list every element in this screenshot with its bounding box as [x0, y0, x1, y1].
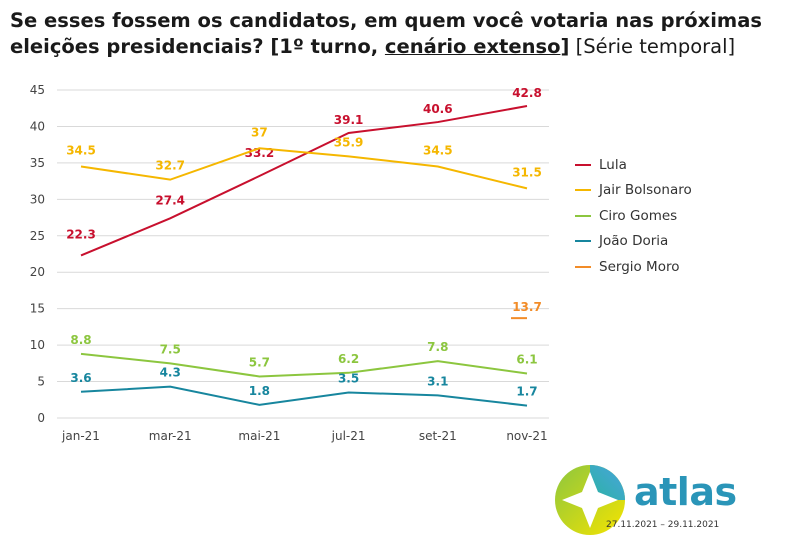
- data-label: 34.5: [66, 144, 96, 158]
- y-tick-label: 45: [30, 83, 45, 97]
- data-label: 7.5: [160, 342, 181, 356]
- chart-title: Se esses fossem os candidatos, em quem v…: [10, 8, 790, 60]
- data-label: 27.4: [155, 193, 185, 207]
- legend-label: Lula: [599, 156, 627, 173]
- data-label: 7.8: [427, 340, 448, 354]
- legend-item: João Doria: [575, 229, 692, 255]
- x-tick-label: set-21: [419, 429, 457, 443]
- y-tick-label: 5: [37, 375, 45, 389]
- title-part-4: [Série temporal]: [569, 35, 736, 58]
- data-label: 4.3: [160, 366, 181, 380]
- title-part-1: Se esses fossem os candidatos, em quem v…: [10, 9, 762, 58]
- y-tick-label: 0: [37, 411, 45, 425]
- data-label: 31.5: [512, 165, 542, 179]
- data-label: 35.9: [334, 135, 364, 149]
- title-part-2: cenário extenso: [384, 35, 561, 58]
- title-part-3: ]: [560, 35, 570, 58]
- legend-item: Jair Bolsonaro: [575, 178, 692, 204]
- legend-swatch: [575, 214, 591, 217]
- data-label: 1.7: [516, 385, 537, 399]
- y-tick-label: 40: [30, 119, 45, 133]
- data-label: 13.7: [512, 300, 542, 314]
- y-tick-label: 25: [30, 229, 45, 243]
- data-label: 1.8: [249, 384, 270, 398]
- legend-swatch: [575, 265, 591, 268]
- legend-swatch: [575, 240, 591, 243]
- legend-label: João Doria: [599, 233, 669, 250]
- data-label: 5.7: [249, 355, 270, 369]
- legend-swatch: [575, 189, 591, 192]
- legend-item: Lula: [575, 152, 692, 178]
- data-label: 34.5: [423, 144, 453, 158]
- chart-legend: Lula Jair Bolsonaro Ciro Gomes João Doria Se…: [575, 152, 692, 280]
- data-label: 37: [251, 125, 268, 139]
- y-tick-label: 20: [30, 265, 45, 279]
- legend-item: Sergio Moro: [575, 254, 692, 280]
- x-tick-label: mar-21: [149, 429, 192, 443]
- atlas-logo-text: atlas: [634, 470, 737, 514]
- data-label: 42.8: [512, 86, 542, 100]
- series-line: [80, 105, 528, 257]
- date-range: 27.11.2021 – 29.11.2021: [606, 520, 720, 530]
- x-tick-label: mai-21: [238, 429, 280, 443]
- legend-label: Sergio Moro: [599, 258, 680, 275]
- y-tick-label: 10: [30, 338, 45, 352]
- data-label: 6.2: [338, 352, 359, 366]
- legend-swatch: [575, 163, 591, 166]
- series-line: [80, 147, 528, 190]
- series-line: [80, 352, 528, 378]
- data-label: 6.1: [516, 353, 537, 367]
- x-tick-label: jan-21: [61, 429, 100, 443]
- data-label: 8.8: [70, 333, 91, 347]
- y-tick-label: 30: [30, 192, 45, 206]
- legend-item: Ciro Gomes: [575, 203, 692, 229]
- x-tick-label: nov-21: [506, 429, 547, 443]
- series-line: [80, 385, 528, 407]
- data-label: 32.7: [155, 159, 185, 173]
- data-label: 40.6: [423, 102, 453, 116]
- legend-label: Jair Bolsonaro: [599, 182, 692, 199]
- data-label: 3.6: [70, 371, 91, 385]
- atlas-compass-icon: [555, 465, 625, 535]
- data-label: 3.1: [427, 374, 448, 388]
- y-tick-label: 35: [30, 156, 45, 170]
- data-label: 3.5: [338, 371, 359, 385]
- data-label: 39.1: [334, 113, 364, 127]
- legend-label: Ciro Gomes: [599, 207, 678, 224]
- x-tick-label: jul-21: [331, 429, 366, 443]
- y-tick-label: 15: [30, 302, 45, 316]
- data-label: 22.3: [66, 227, 96, 241]
